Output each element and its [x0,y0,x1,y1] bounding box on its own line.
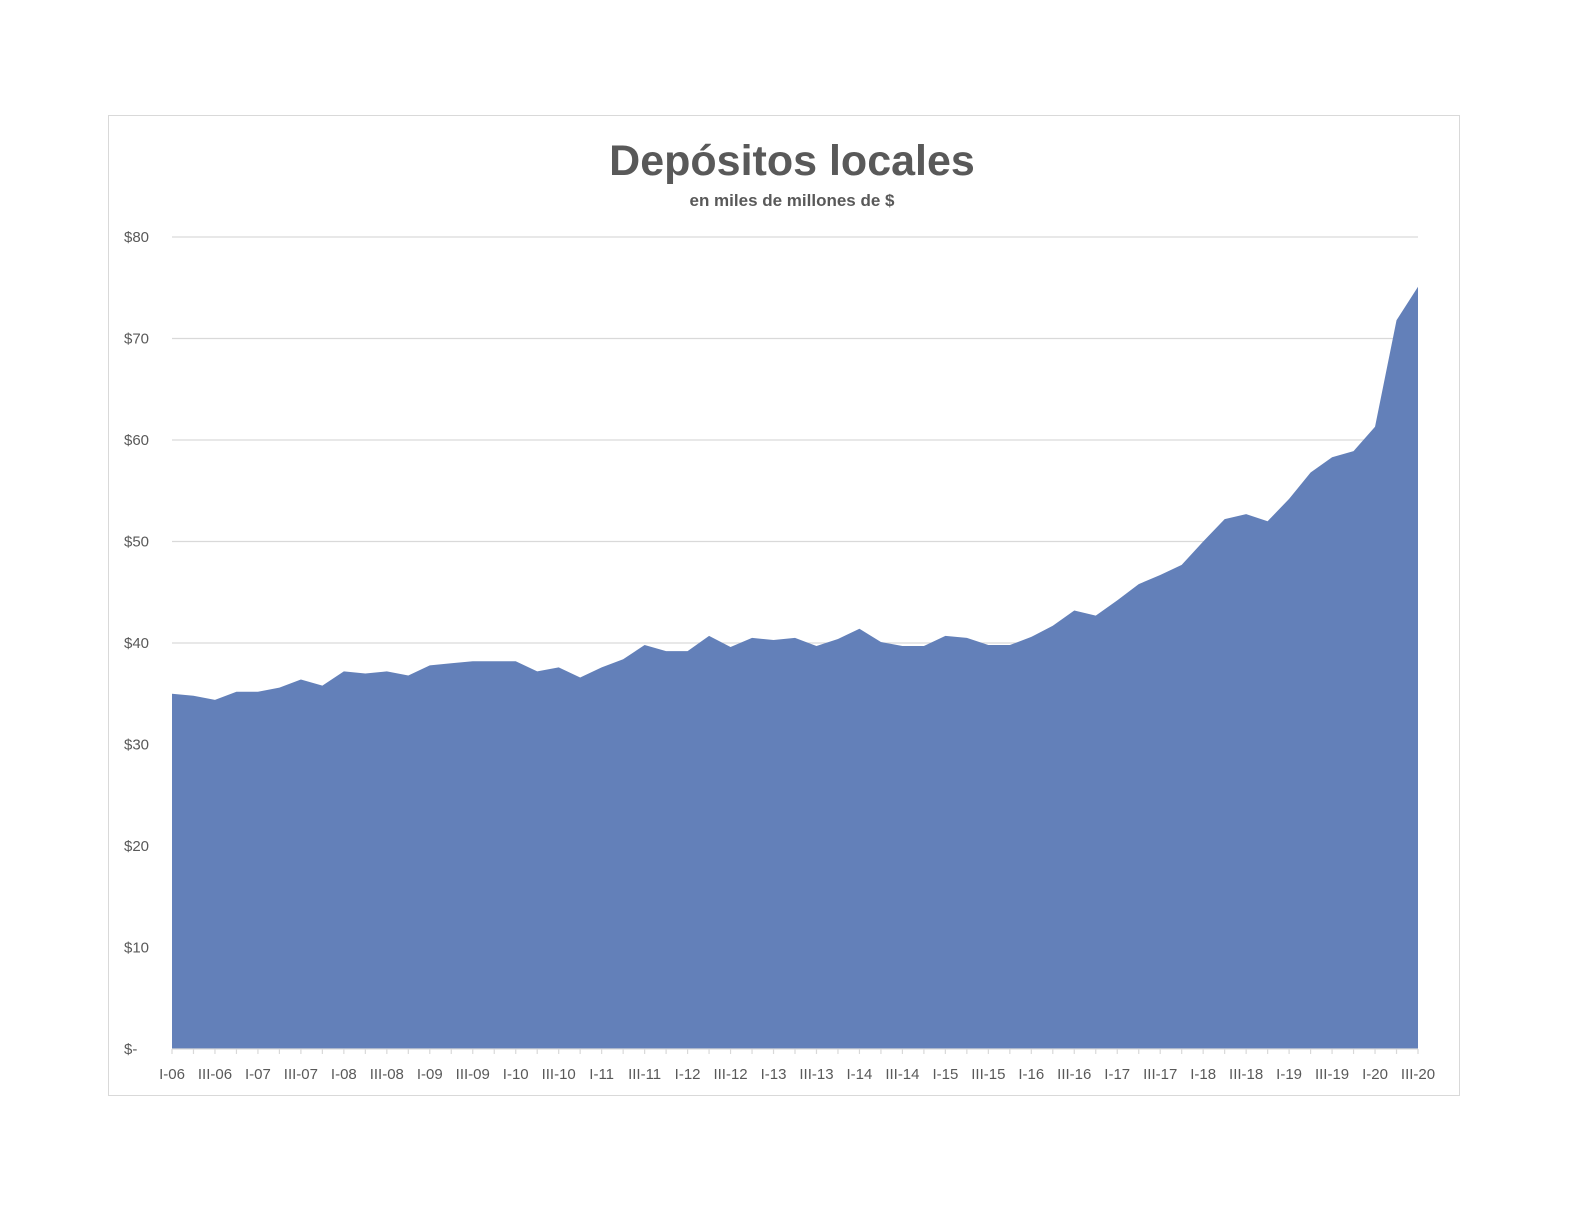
x-tick-label: I-13 [761,1066,787,1083]
y-tick-label: $70 [124,331,149,348]
x-tick-label: I-09 [417,1066,443,1083]
x-tick-label: III-12 [713,1066,747,1083]
x-tick-label: III-19 [1315,1066,1349,1083]
x-tick-label: I-19 [1276,1066,1302,1083]
x-tick-label: I-07 [245,1066,271,1083]
x-tick-label: III-08 [370,1066,404,1083]
x-tick-label: III-20 [1401,1066,1435,1083]
x-tick-label: III-15 [971,1066,1005,1083]
data-area [172,286,1418,1049]
x-tick-label: I-12 [675,1066,701,1083]
x-tick-label: I-10 [503,1066,529,1083]
x-tick-label: I-18 [1190,1066,1216,1083]
x-tick-label: III-06 [198,1066,232,1083]
x-tick-label: III-17 [1143,1066,1177,1083]
x-axis-ticks: I-06 III-06 I-07 III-07 I-08 III-08 I-09 III-09… [159,1066,1435,1083]
x-tick-label: III-11 [628,1066,661,1083]
y-tick-label: $10 [124,940,149,957]
x-tick-label: I-11 [589,1066,614,1083]
x-axis [171,1048,1419,1054]
x-tick-label: III-09 [456,1066,490,1083]
y-tick-label: $20 [124,838,149,855]
x-tick-label: III-13 [799,1066,833,1083]
x-tick-label: I-17 [1104,1066,1130,1083]
y-tick-label: $30 [124,737,149,754]
y-tick-label: $50 [124,534,149,551]
x-tick-label: III-14 [885,1066,919,1083]
x-tick-label: I-06 [159,1066,185,1083]
y-tick-label: $60 [124,432,149,449]
x-tick-label: III-16 [1057,1066,1091,1083]
x-tick-label: I-14 [847,1066,873,1083]
x-tick-label: I-16 [1018,1066,1044,1083]
y-tick-label: $40 [124,635,149,652]
chart-title: Depósitos locales [609,137,975,185]
y-axis-ticks: $- $10 $20 $30 $40 $50 $60 $70 $80 [124,229,149,1058]
x-tick-label: I-15 [932,1066,958,1083]
x-tick-label: III-10 [542,1066,576,1083]
chart-subtitle: en miles de millones de $ [689,191,895,210]
y-tick-label: $- [124,1041,137,1058]
x-tick-label: I-20 [1362,1066,1388,1083]
x-tick-label: III-18 [1229,1066,1263,1083]
y-tick-label: $80 [124,229,149,246]
series-area [172,286,1418,1049]
x-tick-label: III-07 [284,1066,318,1083]
x-tick-label: I-08 [331,1066,357,1083]
